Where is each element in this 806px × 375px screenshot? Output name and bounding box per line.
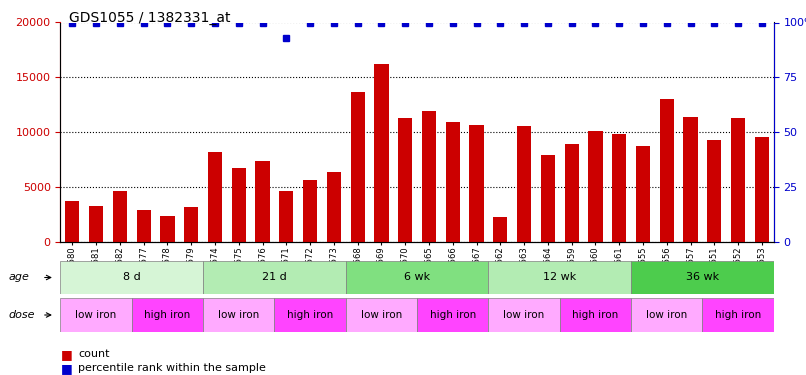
Bar [279,191,293,242]
Bar [374,64,388,242]
Bar [65,201,80,242]
Bar [469,124,484,242]
Bar [564,144,579,242]
Bar [346,298,417,332]
Text: high iron: high iron [572,310,618,320]
Text: 8 d: 8 d [123,273,141,282]
Bar [631,261,774,294]
Bar [184,207,198,242]
Bar [493,217,508,242]
Bar [89,206,103,242]
Bar [274,298,346,332]
Text: high iron: high iron [430,310,476,320]
Text: high iron: high iron [144,310,190,320]
Bar [636,147,650,242]
Text: dose: dose [8,310,35,320]
Bar [136,210,151,242]
Bar [702,298,774,332]
Bar [113,191,127,242]
Text: percentile rank within the sample: percentile rank within the sample [78,363,266,373]
Text: 36 wk: 36 wk [686,273,719,282]
Text: 6 wk: 6 wk [404,273,430,282]
Text: low iron: low iron [76,310,117,320]
Bar [488,298,559,332]
Bar [612,134,626,242]
Bar [231,168,246,242]
Bar [754,136,769,242]
Bar [446,122,460,242]
Text: low iron: low iron [218,310,260,320]
Bar [203,261,346,294]
Bar [707,140,721,242]
Bar [60,298,131,332]
Bar [488,261,631,294]
Bar [731,118,746,242]
Text: count: count [78,350,110,359]
Bar [351,92,365,242]
Bar [131,298,203,332]
Text: low iron: low iron [646,310,688,320]
Text: 21 d: 21 d [262,273,287,282]
Bar [256,161,270,242]
Bar [203,298,274,332]
Bar [60,261,203,294]
Text: age: age [8,273,29,282]
Bar [541,155,555,242]
Bar [683,117,698,242]
Text: low iron: low iron [361,310,402,320]
Text: ■: ■ [60,348,73,361]
Bar [326,172,341,242]
Bar [418,298,488,332]
Bar [588,131,603,242]
Bar [517,126,531,242]
Bar [559,298,631,332]
Text: low iron: low iron [504,310,545,320]
Text: 12 wk: 12 wk [543,273,576,282]
Bar [398,118,413,242]
Text: ■: ■ [60,362,73,375]
Text: high iron: high iron [287,310,333,320]
Bar [208,152,222,242]
Bar [160,216,175,242]
Bar [422,111,436,242]
Text: high iron: high iron [715,310,761,320]
Bar [631,298,702,332]
Bar [303,180,318,242]
Bar [659,99,674,242]
Bar [346,261,488,294]
Text: GDS1055 / 1382331_at: GDS1055 / 1382331_at [69,11,230,25]
